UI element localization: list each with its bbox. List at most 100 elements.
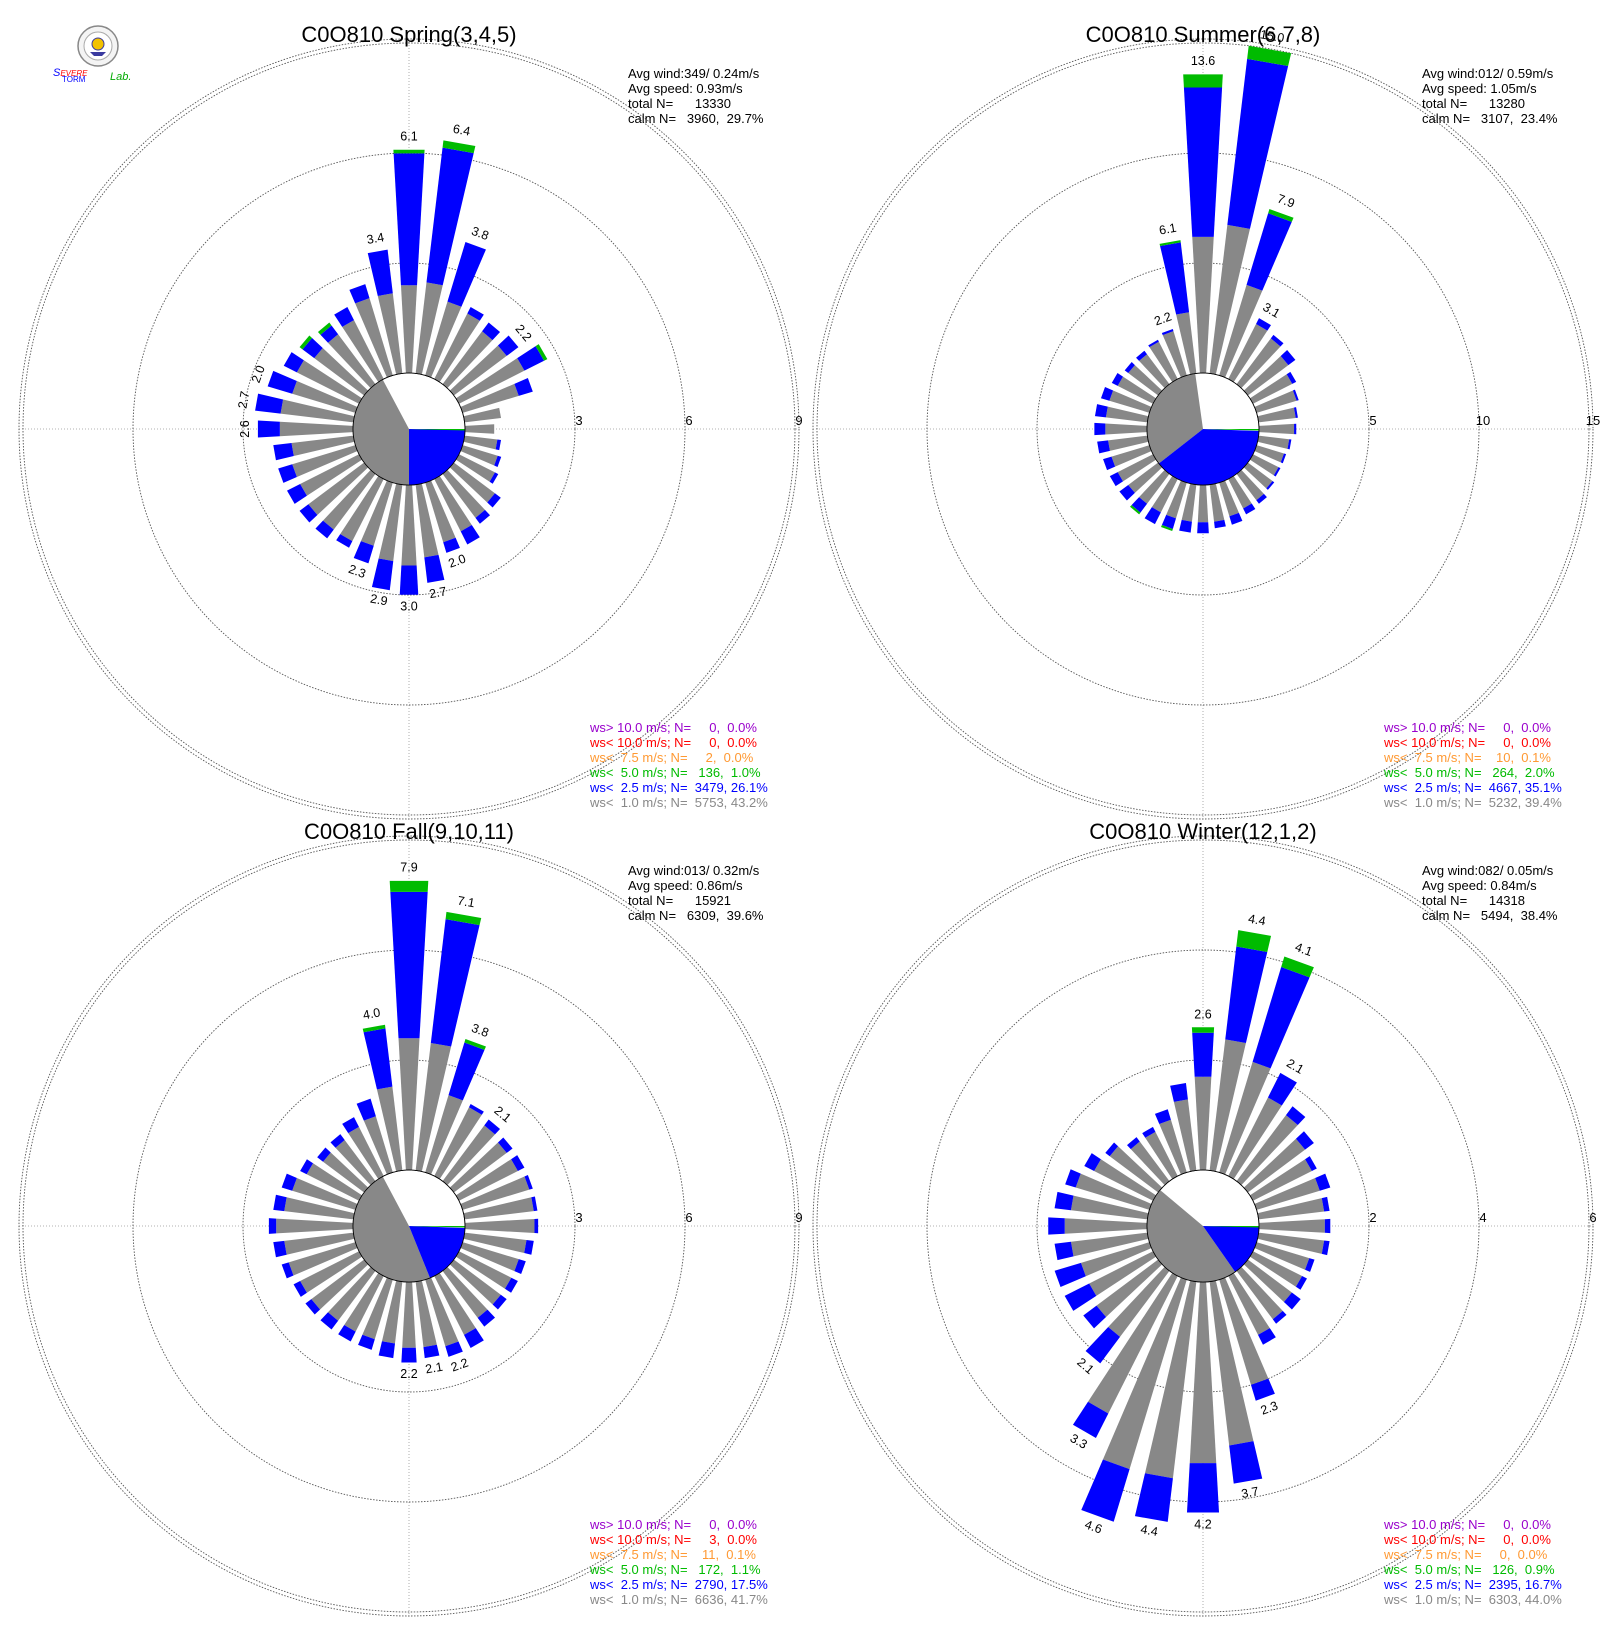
wind-bar-segment [504,1277,518,1293]
wind-bar-segment [1054,1262,1086,1288]
calm-green-wedge [409,1226,465,1228]
wind-bar-segment [455,1251,512,1289]
wind-bar-segment [415,282,443,375]
wind-bar-segment [511,1155,525,1171]
calm-blue-wedge [409,1226,465,1278]
wind-bar-segment [1256,493,1267,504]
wind-bar-segment [1096,1259,1163,1318]
bar-value-label: 2.2 [449,1355,470,1374]
wind-bar-segment [336,534,353,548]
wind-bar-segment [1144,1280,1197,1479]
wind-bar-segment [1094,422,1106,436]
calm-gray-wedge [1146,373,1203,464]
bar-value-label: 2.3 [1259,1399,1280,1418]
wind-bar-segment [378,483,403,562]
ring-label: 6 [1589,1210,1596,1225]
wind-bar-segment [449,1142,507,1193]
wind-bar-segment [1214,519,1226,529]
wind-bar-segment [360,480,393,546]
wind-bar-segment [376,1086,403,1172]
legend-entry: ws> 10.0 m/s; N= 0, 0.0% [1383,1517,1551,1532]
legend-entry: ws< 1.0 m/s; N= 5753, 43.2% [589,795,768,810]
wind-bar-segment [1159,1119,1187,1175]
wind-bar-segment [1124,362,1135,374]
wind-bar-segment [1280,453,1287,464]
wind-bar-segment [314,347,369,396]
wind-bar-segment [1148,339,1159,348]
wind-bar-segment [348,1126,384,1180]
wind-bar-segment [1186,1463,1220,1513]
ring-label: 6 [685,1210,692,1225]
wind-bar-segment [464,424,495,434]
wind-rose-panel: 3 6 9 2.2 3.8 6.4 6.1 3.4 2.0 2.7 2.6 2.32.9 3.0 2.7 2… [18,22,803,820]
wind-bar-segment [1064,1283,1097,1311]
bar-value-label: 2.1 [1074,1355,1096,1377]
wind-bar-segment [300,1251,363,1293]
legend-entry: ws< 7.5 m/s; N= 10, 0.1% [1383,750,1551,765]
wind-bar-segment [1160,242,1190,315]
bar-value-label: 3.8 [470,224,491,243]
wind-bar-segment [1280,350,1296,366]
wind-bar-segment [434,1107,482,1180]
wind-bar-segment [1194,1076,1212,1171]
wind-bar-segment [497,335,519,356]
wind-bar-segment [1225,946,1268,1043]
legend-entry: ws< 10.0 m/s; N= 0, 0.0% [589,735,757,750]
wind-bar-segment [434,475,472,532]
wind-bar-segment [293,1281,307,1297]
wind-bar-segment [1219,1277,1269,1385]
wind-bar-segment [1228,1097,1282,1180]
bar-value-label: 2.0 [447,552,468,571]
wind-bar-segment [1130,1141,1170,1186]
wind-bar-segment [463,407,502,423]
grid-ring [816,839,1590,1613]
wind-bar-segment [292,445,358,478]
wind-bar-segment [531,1196,538,1212]
wind-bar-segment [284,1232,355,1255]
ring-label: 2 [1369,1210,1376,1225]
legend-entry: ws< 1.0 m/s; N= 6636, 41.7% [589,1592,768,1607]
bar-value-label: 4.4 [1140,1522,1160,1539]
wind-bar-segment [1249,1251,1303,1287]
wind-bar-segment [1048,1217,1065,1235]
wind-bar-segment [299,504,318,523]
wind-bar-segment [273,443,294,461]
bar-value-label: 15.0 [1259,27,1285,45]
wind-bar-segment [524,1175,533,1190]
bar-value-label: 4.2 [1194,1517,1211,1531]
wind-bar-segment [362,1277,393,1340]
stats-line: Avg wind:012/ 0.59m/s [1422,66,1554,81]
wind-bar-segment [1229,512,1243,525]
wind-bar-segment [353,541,374,564]
wind-bar-segment [267,370,297,394]
stats-line: total N= 13280 [1422,96,1525,111]
wind-bar-segment [460,445,498,466]
calm-disc-outline [352,1169,466,1283]
wind-bar-segment [1219,480,1239,517]
wind-bar-segment [1209,1039,1246,1172]
wind-bar-segment [535,344,548,361]
stats-line: total N= 15921 [628,893,731,908]
wind-bar-segment [1103,456,1116,471]
wind-bar-segment [330,1134,345,1148]
wind-bar-segment [1134,1473,1173,1522]
legend-entry: ws< 5.0 m/s; N= 172, 1.1% [589,1562,761,1577]
wind-rose-panel: 5 10 15 3.1 7.9 15.0 13.6 6.1 2.2 C0O810 Summer(6… [812,22,1600,820]
wind-bar-segment [415,483,439,558]
wind-bar-segment [1285,1106,1306,1126]
bar-value-label: 2.0 [249,364,268,385]
wind-bar-segment [1149,341,1178,383]
wind-bar-segment [402,1281,416,1348]
wind-bar-segment [327,1266,376,1321]
wind-bar-segment [449,345,507,396]
wind-bar-segment [342,1117,359,1134]
wind-bar-segment [514,378,533,396]
wind-bar-segment [424,554,445,583]
wind-bar-segment [464,1039,486,1050]
legend-entry: ws< 7.5 m/s; N= 11, 0.1% [589,1547,756,1562]
bar-value-label: 2.1 [424,1360,444,1377]
wind-bar-segment [1281,956,1314,978]
wind-bar-segment [327,334,376,389]
wind-bar-segment [390,891,428,1039]
wind-bar-segment [1131,497,1148,513]
